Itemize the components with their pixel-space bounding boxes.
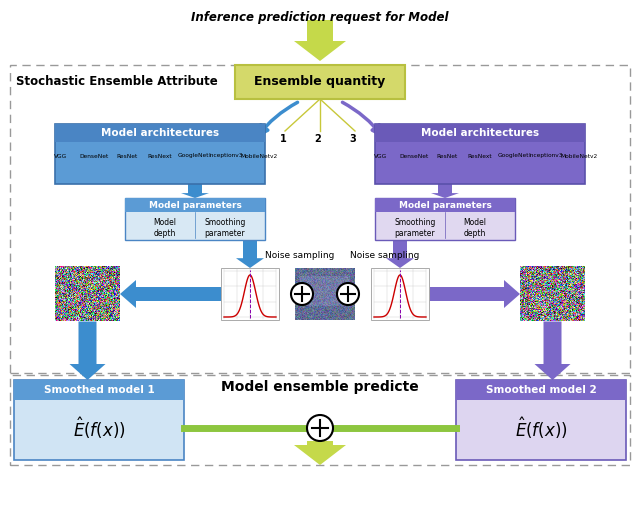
Text: VGG: VGG [54,154,68,158]
FancyBboxPatch shape [14,380,184,460]
Text: ResNet: ResNet [436,154,458,158]
Text: Smoothing
parameter: Smoothing parameter [394,218,436,238]
Text: ResNext: ResNext [148,154,172,158]
FancyBboxPatch shape [371,268,429,320]
FancyBboxPatch shape [14,380,184,400]
Text: Smoothed model 2: Smoothed model 2 [486,385,596,395]
Text: GoogleNet: GoogleNet [497,154,529,158]
FancyBboxPatch shape [375,198,515,212]
Text: Model parameters: Model parameters [148,201,241,210]
Text: Model architectures: Model architectures [421,128,539,138]
Text: Stochastic Ensemble Attribute: Stochastic Ensemble Attribute [16,75,218,88]
FancyBboxPatch shape [125,198,265,240]
Polygon shape [386,240,414,268]
Text: DenseNet: DenseNet [399,154,429,158]
Circle shape [337,283,359,305]
Text: ResNet: ResNet [116,154,138,158]
Polygon shape [70,322,106,380]
FancyBboxPatch shape [375,124,585,184]
Text: Inceptionv3: Inceptionv3 [209,154,243,158]
Polygon shape [236,240,264,268]
FancyBboxPatch shape [125,198,265,212]
Text: DenseNet: DenseNet [79,154,109,158]
Text: MobileNetv2: MobileNetv2 [561,154,598,158]
FancyBboxPatch shape [235,65,405,99]
Text: 2: 2 [315,134,321,144]
Text: Model
depth: Model depth [463,218,486,238]
Polygon shape [534,322,570,380]
Text: Ensemble quantity: Ensemble quantity [254,76,386,89]
Text: Inference prediction request for Model: Inference prediction request for Model [191,11,449,24]
FancyBboxPatch shape [375,198,515,240]
FancyBboxPatch shape [456,380,626,400]
Polygon shape [294,441,346,465]
Polygon shape [429,280,520,308]
Text: 3: 3 [349,134,356,144]
Text: Smoothing
parameter: Smoothing parameter [204,218,246,238]
Text: MobileNetv2: MobileNetv2 [241,154,278,158]
Text: $\hat{E}(f(x))$: $\hat{E}(f(x))$ [515,415,568,441]
FancyBboxPatch shape [456,380,626,460]
Text: GoogleNet: GoogleNet [177,154,209,158]
FancyBboxPatch shape [10,65,630,373]
Polygon shape [181,184,209,198]
Polygon shape [431,184,459,198]
Polygon shape [120,280,221,308]
Polygon shape [294,20,346,61]
Text: Model
depth: Model depth [154,218,177,238]
FancyBboxPatch shape [55,124,265,142]
FancyBboxPatch shape [375,124,585,142]
Text: Noise sampling: Noise sampling [350,251,420,260]
Text: ResNext: ResNext [468,154,492,158]
Text: Smoothed model 1: Smoothed model 1 [44,385,154,395]
Text: $\hat{E}(f(x))$: $\hat{E}(f(x))$ [72,415,125,441]
FancyBboxPatch shape [10,375,630,465]
Text: Model parameters: Model parameters [399,201,492,210]
Circle shape [307,415,333,441]
FancyBboxPatch shape [221,268,279,320]
Circle shape [291,283,313,305]
Text: VGG: VGG [374,154,388,158]
FancyBboxPatch shape [55,124,265,184]
Text: Model ensemble predicte: Model ensemble predicte [221,380,419,394]
Text: Model architectures: Model architectures [101,128,219,138]
Text: 1: 1 [280,134,286,144]
Text: Inceptionv3: Inceptionv3 [529,154,563,158]
Text: Noise sampling: Noise sampling [266,251,335,260]
